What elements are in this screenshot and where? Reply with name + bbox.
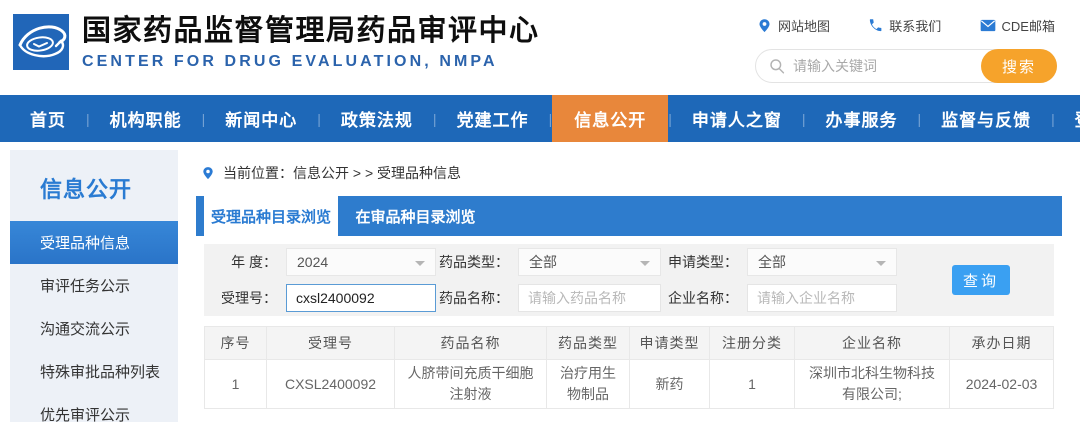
- results-table: 序号 受理号 药品名称 药品类型 申请类型 注册分类 企业名称 承办日期 1 C…: [204, 326, 1054, 409]
- cell-drug-type: 治疗用生物制品: [546, 359, 630, 409]
- col-header-date: 承办日期: [949, 326, 1054, 360]
- col-header-acceptance-no: 受理号: [266, 326, 395, 360]
- cell-apply-type: 新药: [629, 359, 710, 409]
- year-select[interactable]: 2024: [286, 248, 436, 276]
- breadcrumb: 当前位置：信息公开 > > 受理品种信息: [196, 150, 1062, 196]
- acceptance-no-input[interactable]: [286, 284, 436, 312]
- search-input[interactable]: [793, 58, 953, 74]
- filter-panel: 年 度： 2024 药品类型： 全部 申请类型： 全部 受理号： 药品名称： 企…: [204, 244, 1054, 316]
- contact-label: 联系我们: [889, 19, 942, 34]
- search-icon: [770, 59, 785, 74]
- page-subtitle: CENTER FOR DRUG EVALUATION, NMPA: [82, 53, 498, 71]
- nav-item-info-disclosure[interactable]: 信息公开: [552, 95, 669, 142]
- sidebar: 信息公开 受理品种信息 审评任务公示 沟通交流公示 特殊审批品种列表 优先审评公…: [10, 150, 178, 422]
- nav-item-applicant-window[interactable]: 申请人之窗: [691, 111, 782, 130]
- apply-type-value: 全部: [758, 254, 786, 270]
- apply-type-select[interactable]: 全部: [747, 248, 897, 276]
- table-header-row: 序号 受理号 药品名称 药品类型 申请类型 注册分类 企业名称 承办日期: [204, 326, 1054, 360]
- phone-icon: [870, 19, 882, 32]
- year-value: 2024: [297, 254, 329, 270]
- cell-drug-name: 人脐带间充质干细胞注射液: [394, 359, 547, 409]
- col-header-company: 企业名称: [794, 326, 950, 360]
- nav-item-services[interactable]: 办事服务: [825, 111, 898, 130]
- nav-item-news[interactable]: 新闻中心: [225, 111, 298, 130]
- col-header-drug-name: 药品名称: [394, 326, 547, 360]
- drug-name-input[interactable]: [518, 284, 661, 312]
- sidebar-item-review-tasks[interactable]: 审评任务公示: [40, 278, 131, 295]
- cell-reg-class: 1: [709, 359, 795, 409]
- tab-under-review-catalog[interactable]: 在审品种目录浏览: [355, 208, 476, 226]
- location-pin-icon: [203, 167, 213, 180]
- sidebar-title: 信息公开: [40, 177, 133, 202]
- acceptance-no-label: 受理号：: [221, 290, 277, 306]
- col-header-apply-type: 申请类型: [629, 326, 710, 360]
- nav-item-supervision[interactable]: 监督与反馈: [941, 111, 1032, 130]
- page-title: 国家药品监督管理局药品审评中心: [82, 15, 540, 47]
- sidebar-item-communication[interactable]: 沟通交流公示: [40, 321, 131, 338]
- drug-name-label: 药品名称：: [439, 290, 509, 306]
- site-header: 国家药品监督管理局药品审评中心 CENTER FOR DRUG EVALUATI…: [0, 0, 1080, 95]
- cde-mail-link[interactable]: CDE邮箱: [980, 16, 1055, 35]
- sidebar-item-priority-review[interactable]: 优先审评公示: [40, 407, 131, 422]
- breadcrumb-text: 当前位置：信息公开 > > 受理品种信息: [223, 165, 462, 181]
- cde-mail-label: CDE邮箱: [1001, 19, 1055, 34]
- drug-type-select[interactable]: 全部: [518, 248, 661, 276]
- cell-seq: 1: [204, 359, 267, 409]
- sidebar-item-accepted-varieties[interactable]: 受理品种信息: [10, 221, 178, 264]
- cell-acceptance-no: CXSL2400092: [266, 359, 395, 409]
- drug-type-value: 全部: [529, 254, 557, 270]
- envelope-icon: [980, 19, 995, 32]
- nav-item-registration-platform[interactable]: 登记备案平台: [1055, 95, 1080, 142]
- cde-logo-icon: [13, 14, 69, 70]
- drug-type-label: 药品类型：: [439, 254, 509, 270]
- company-name-input[interactable]: [747, 284, 897, 312]
- sitemap-label: 网站地图: [778, 19, 831, 34]
- page-body: 信息公开 受理品种信息 审评任务公示 沟通交流公示 特殊审批品种列表 优先审评公…: [0, 150, 1080, 422]
- nav-item-home[interactable]: 首页: [30, 111, 66, 130]
- company-name-label: 企业名称：: [668, 290, 738, 306]
- nav-item-functions[interactable]: 机构职能: [109, 111, 182, 130]
- sitemap-link[interactable]: 网站地图: [757, 16, 830, 35]
- year-label: 年 度：: [231, 254, 277, 270]
- main-nav: 首页 机构职能 新闻中心 政策法规 党建工作 信息公开 申请人之窗 办事服务 监…: [0, 95, 1080, 142]
- sidebar-item-special-approval[interactable]: 特殊审批品种列表: [40, 364, 161, 381]
- col-header-drug-type: 药品类型: [546, 326, 630, 360]
- col-header-seq: 序号: [204, 326, 267, 360]
- header-search: 搜索: [755, 49, 1057, 83]
- nav-item-party[interactable]: 党建工作: [456, 111, 529, 130]
- col-header-reg-class: 注册分类: [709, 326, 795, 360]
- cell-company: 深圳市北科生物科技有限公司;: [794, 359, 950, 409]
- tab-bar: 受理品种目录浏览 在审品种目录浏览: [196, 196, 1062, 236]
- apply-type-label: 申请类型：: [668, 254, 738, 270]
- header-quick-links: 网站地图 联系我们 CDE邮箱: [755, 16, 1057, 35]
- location-pin-icon: [759, 19, 770, 33]
- contact-link[interactable]: 联系我们: [868, 16, 941, 35]
- nav-item-policy[interactable]: 政策法规: [340, 111, 413, 130]
- tab-accepted-catalog[interactable]: 受理品种目录浏览: [204, 196, 338, 236]
- main-content: 当前位置：信息公开 > > 受理品种信息 受理品种目录浏览 在审品种目录浏览 年…: [196, 150, 1062, 422]
- table-row: 1 CXSL2400092 人脐带间充质干细胞注射液 治疗用生物制品 新药 1 …: [204, 359, 1054, 409]
- cell-date: 2024-02-03: [949, 359, 1054, 409]
- query-button[interactable]: 查询: [952, 265, 1010, 295]
- search-button[interactable]: 搜索: [981, 49, 1057, 83]
